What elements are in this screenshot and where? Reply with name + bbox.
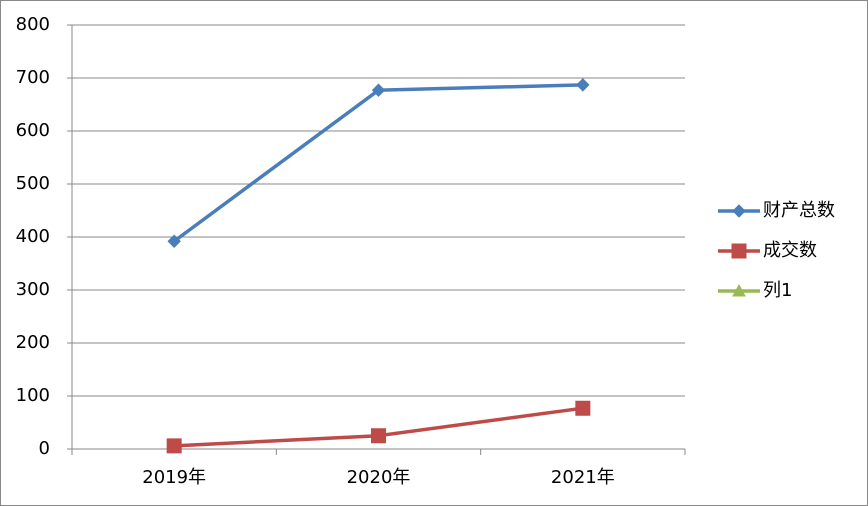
legend-marker <box>732 204 746 218</box>
data-point <box>575 400 591 416</box>
data-point <box>167 234 181 248</box>
x-tick-label: 2020年 <box>347 467 411 488</box>
y-tick-label: 100 <box>16 385 50 406</box>
legend-label: 成交数 <box>763 240 817 261</box>
data-point <box>576 78 590 92</box>
y-tick-label: 300 <box>16 279 50 300</box>
y-tick-label: 600 <box>16 120 50 141</box>
x-tick-label: 2021年 <box>551 467 615 488</box>
legend-label: 列1 <box>763 280 792 301</box>
x-tick-label: 2019年 <box>142 467 206 488</box>
y-tick-label: 500 <box>16 173 50 194</box>
data-point <box>371 428 386 444</box>
legend-marker <box>731 243 747 259</box>
legend-label: 财产总数 <box>763 200 835 221</box>
y-tick-label: 700 <box>16 67 50 88</box>
y-tick-label: 200 <box>16 332 50 353</box>
y-tick-label: 400 <box>16 226 50 247</box>
data-point <box>371 83 386 97</box>
data-point <box>166 438 182 454</box>
y-tick-label: 0 <box>39 438 50 459</box>
y-tick-label: 800 <box>16 14 50 35</box>
legend-marker <box>732 283 746 297</box>
